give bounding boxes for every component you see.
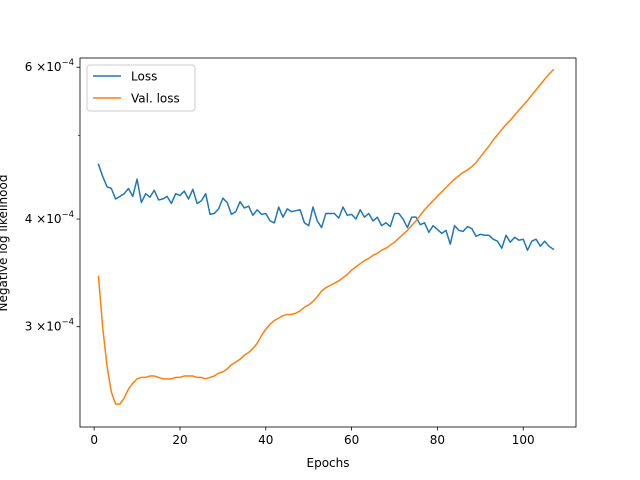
x-axis-label: Epochs [307,456,350,470]
plot-area [97,68,555,405]
x-tick-label: 20 [172,433,187,447]
x-tick-label: 80 [430,433,445,447]
x-tick-label: 100 [512,433,535,447]
legend: Loss Val. loss [86,64,196,112]
legend-label-0: Loss [131,70,157,84]
y-axis: 3 ×10−4 4 ×10−4 6 ×10−4 [25,58,80,334]
x-tick-label: 60 [344,433,359,447]
legend-label-1: Val. loss [131,92,180,106]
x-axis: 0 20 40 60 80 100 [90,427,535,447]
y-axis-label: Negative log likelihood [0,175,10,312]
x-tick-label: 40 [258,433,273,447]
series-line-1 [97,68,555,405]
axes-frame [79,57,577,428]
y-tick-label: 4 ×10−4 [25,210,74,226]
y-tick-label: 3 ×10−4 [25,318,74,334]
x-tick-label: 0 [90,433,98,447]
y-tick-label: 6 ×10−4 [25,58,74,74]
series-line-0 [97,163,555,251]
axes-border [79,57,577,428]
